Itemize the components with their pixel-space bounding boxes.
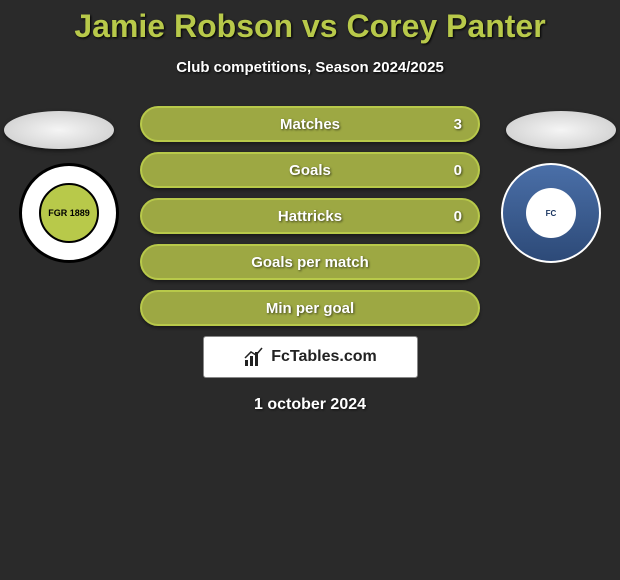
date-text: 1 october 2024 (0, 396, 620, 414)
vs-text: vs (302, 8, 338, 44)
stat-row-matches: Matches 3 (140, 106, 480, 142)
stat-value: 0 (454, 162, 462, 179)
player2-avatar-placeholder (506, 111, 616, 149)
brand-box[interactable]: FcTables.com (203, 336, 418, 378)
subtitle: Club competitions, Season 2024/2025 (0, 59, 620, 76)
stat-label: Hattricks (278, 208, 342, 225)
club-badge-left: FGR 1889 (19, 163, 119, 263)
club-badge-right-text: FC (526, 188, 576, 238)
club-badge-left-text: FGR 1889 (39, 183, 99, 243)
stat-row-min-per-goal: Min per goal (140, 290, 480, 326)
stat-row-goals: Goals 0 (140, 152, 480, 188)
stat-value: 0 (454, 208, 462, 225)
brand-text: FcTables.com (271, 348, 377, 366)
stat-label: Matches (280, 116, 340, 133)
stat-label: Min per goal (266, 300, 354, 317)
stat-label: Goals (289, 162, 331, 179)
stat-row-hattricks: Hattricks 0 (140, 198, 480, 234)
comparison-title: Jamie Robson vs Corey Panter (0, 0, 620, 45)
player1-avatar-placeholder (4, 111, 114, 149)
stat-value: 3 (454, 116, 462, 133)
stats-list: Matches 3 Goals 0 Hattricks 0 Goals per … (140, 106, 480, 326)
club-badge-right: FC (501, 163, 601, 263)
player2-name: Corey Panter (346, 8, 545, 44)
stat-label: Goals per match (251, 254, 369, 271)
content-area: FGR 1889 FC Matches 3 Goals 0 Hattricks … (0, 106, 620, 414)
player1-name: Jamie Robson (74, 8, 293, 44)
stat-row-goals-per-match: Goals per match (140, 244, 480, 280)
chart-icon (243, 346, 265, 368)
